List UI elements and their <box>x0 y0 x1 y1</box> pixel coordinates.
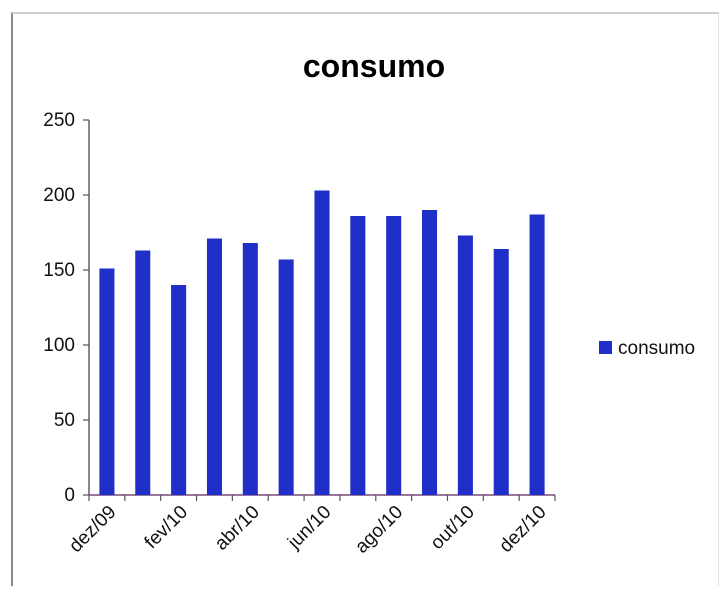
bar-abr-10 <box>242 243 258 495</box>
bar-dez-09 <box>99 268 115 495</box>
bar-jul-10 <box>350 216 366 495</box>
bar-chart: consumo 0 50 100 150 200 250 dez/09 fev/10 abr/… <box>43 48 695 558</box>
chart-frame: consumo 0 50 100 150 200 250 dez/09 fev/10 abr/… <box>11 12 719 586</box>
legend-label: consumo <box>618 338 695 359</box>
y-tick-label: 250 <box>43 110 75 131</box>
bar-set-10 <box>422 210 438 495</box>
y-tick-label: 100 <box>43 335 75 356</box>
x-tick-label: ago/10 <box>351 502 407 558</box>
bar-mai-10 <box>278 259 294 495</box>
y-tick-label: 150 <box>43 260 75 281</box>
x-tick-label: abr/10 <box>211 502 264 555</box>
bar-jan-10 <box>135 250 151 495</box>
y-tick-label: 0 <box>64 485 75 506</box>
x-tick-label: out/10 <box>427 502 479 554</box>
bar-ago-10 <box>386 216 402 495</box>
bar-mar-10 <box>206 238 222 495</box>
bar-nov-10 <box>493 249 509 495</box>
chart-title: consumo <box>303 48 445 84</box>
x-tick-label: jun/10 <box>283 502 335 554</box>
x-tick-labels: dez/09 fev/10 abr/10 jun/10 ago/10 out/10 dez/… <box>65 502 550 558</box>
legend-swatch <box>599 341 612 354</box>
bar-dez-10 <box>529 214 545 495</box>
y-tick-label: 50 <box>54 410 75 431</box>
y-tick-labels: 0 50 100 150 200 250 <box>43 110 75 506</box>
legend: consumo <box>599 338 695 359</box>
x-tick-label: dez/10 <box>495 502 550 557</box>
y-tick-label: 200 <box>43 185 75 206</box>
bar-fev-10 <box>171 285 187 495</box>
bar-jun-10 <box>314 190 330 495</box>
bars <box>99 190 545 495</box>
x-tick-label: fev/10 <box>141 502 192 553</box>
x-tick-label: dez/09 <box>65 502 120 557</box>
bar-out-10 <box>457 235 473 495</box>
